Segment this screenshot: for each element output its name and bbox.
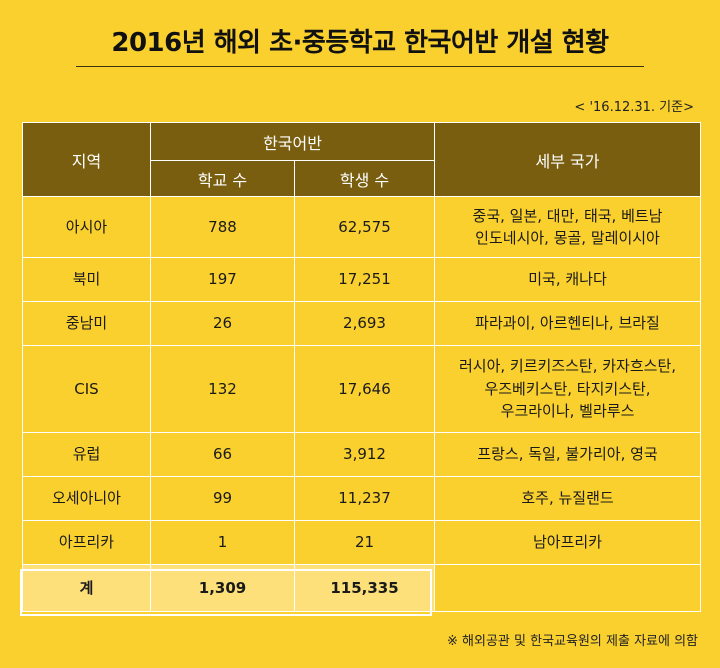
cell-students: 62,575 xyxy=(293,196,436,258)
cell-schools: 26 xyxy=(150,301,295,346)
cell-countries: 러시아, 키르키즈스탄, 카자흐스탄, 우즈베키스탄, 타지키스탄, 우크라이나… xyxy=(434,345,702,433)
page-title: 2016년 해외 초·중등학교 한국어반 개설 현황 xyxy=(111,28,609,58)
cell-region: 유럽 xyxy=(22,432,151,477)
header-countries: 세부 국가 xyxy=(434,122,702,197)
header-region: 지역 xyxy=(22,122,151,197)
stats-table: 지역 한국어반 세부 국가 학교 수 학생 수 아시아 788 62,575 중… xyxy=(22,122,702,612)
cell-students: 21 xyxy=(293,520,436,565)
cell-schools: 132 xyxy=(150,345,295,433)
cell-schools: 197 xyxy=(150,257,295,302)
header-schools: 학교 수 xyxy=(150,160,295,197)
total-students: 115,335 xyxy=(293,564,436,612)
table-row: 아시아 788 62,575 중국, 일본, 대만, 태국, 베트남 인도네시아… xyxy=(22,196,702,258)
cell-students: 17,251 xyxy=(293,257,436,302)
cell-region: 아시아 xyxy=(22,196,151,258)
table-row: CIS 132 17,646 러시아, 키르키즈스탄, 카자흐스탄, 우즈베키스… xyxy=(22,345,702,433)
cell-students: 11,237 xyxy=(293,476,436,521)
total-label: 계 xyxy=(22,564,151,612)
cell-schools: 66 xyxy=(150,432,295,477)
cell-schools: 788 xyxy=(150,196,295,258)
cell-region: 북미 xyxy=(22,257,151,302)
title-underline xyxy=(76,66,644,67)
cell-region: 오세아니아 xyxy=(22,476,151,521)
table-row: 중남미 26 2,693 파라과이, 아르헨티나, 브라질 xyxy=(22,301,702,346)
cell-countries: 미국, 캐나다 xyxy=(434,257,702,302)
cell-students: 17,646 xyxy=(293,345,436,433)
table-row: 아프리카 1 21 남아프리카 xyxy=(22,520,702,565)
total-countries-empty xyxy=(434,564,702,612)
total-row: 계 1,309 115,335 xyxy=(22,564,702,612)
date-note: < '16.12.31. 기준> xyxy=(574,100,694,115)
cell-region: 중남미 xyxy=(22,301,151,346)
total-schools: 1,309 xyxy=(150,564,295,612)
cell-countries: 파라과이, 아르헨티나, 브라질 xyxy=(434,301,702,346)
source-note: ※ 해외공관 및 한국교육원의 제출 자료에 의함 xyxy=(447,634,698,649)
cell-students: 3,912 xyxy=(293,432,436,477)
cell-countries: 프랑스, 독일, 불가리아, 영국 xyxy=(434,432,702,477)
header-students: 학생 수 xyxy=(293,160,436,197)
cell-countries: 호주, 뉴질랜드 xyxy=(434,476,702,521)
cell-region: CIS xyxy=(22,345,151,433)
header-korean-class: 한국어반 xyxy=(149,122,436,161)
cell-countries: 중국, 일본, 대만, 태국, 베트남 인도네시아, 몽골, 말레이시아 xyxy=(434,196,702,258)
cell-countries: 남아프리카 xyxy=(434,520,702,565)
table-row: 오세아니아 99 11,237 호주, 뉴질랜드 xyxy=(22,476,702,521)
cell-schools: 99 xyxy=(150,476,295,521)
table-row: 유럽 66 3,912 프랑스, 독일, 불가리아, 영국 xyxy=(22,432,702,477)
cell-region: 아프리카 xyxy=(22,520,151,565)
cell-students: 2,693 xyxy=(293,301,436,346)
table-row: 북미 197 17,251 미국, 캐나다 xyxy=(22,257,702,302)
cell-schools: 1 xyxy=(150,520,295,565)
